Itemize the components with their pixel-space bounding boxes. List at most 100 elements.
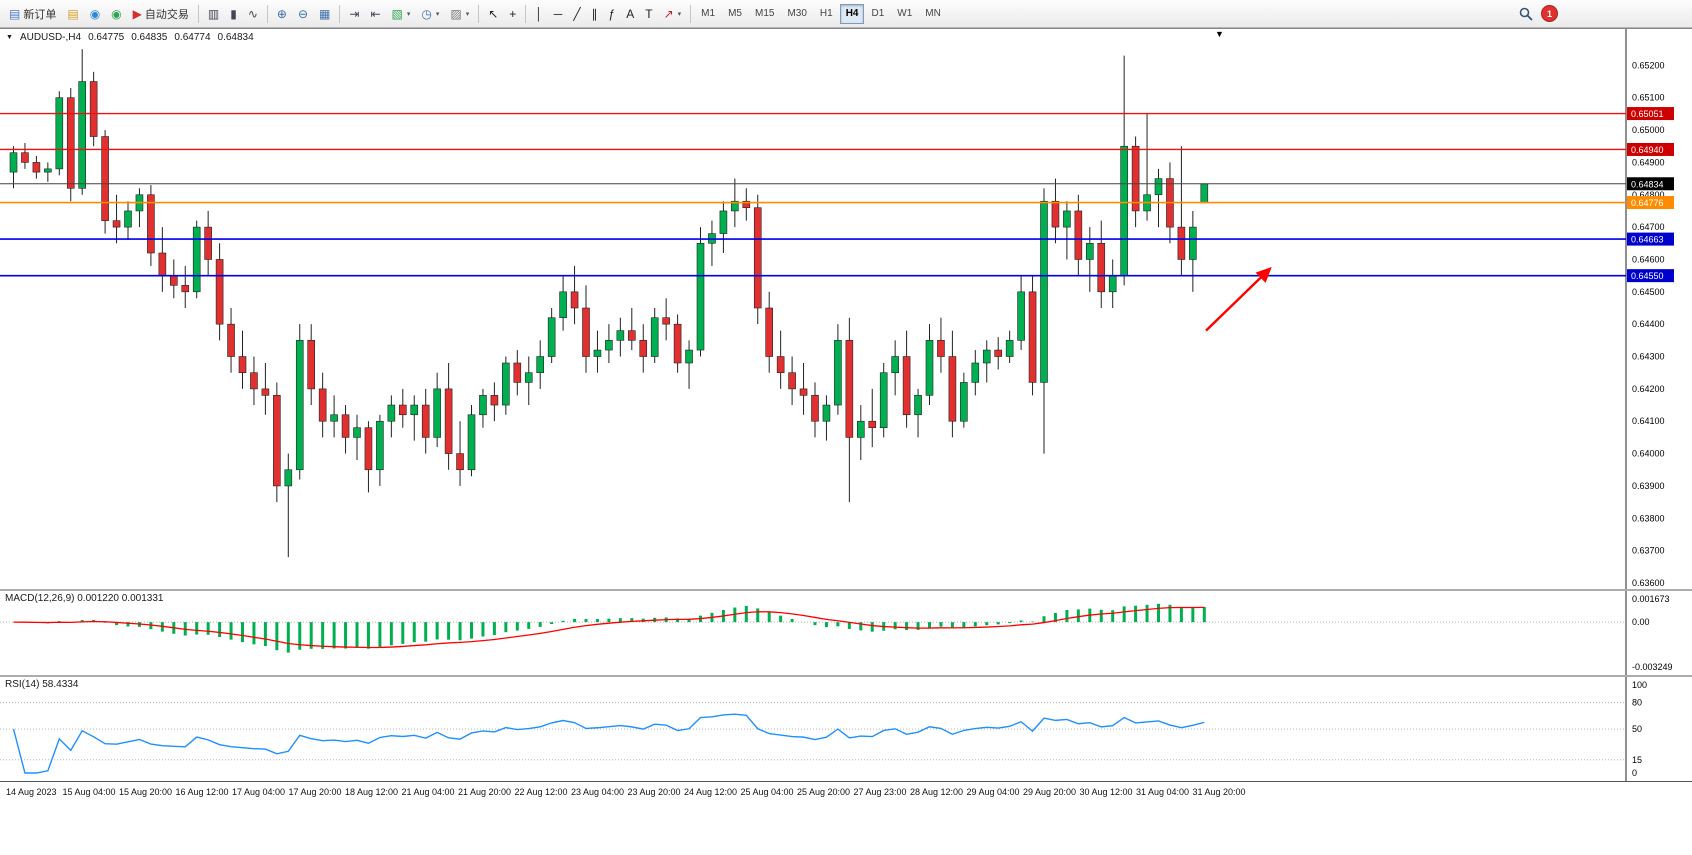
- text-label-button[interactable]: T: [640, 2, 657, 26]
- candle: [1063, 210, 1071, 228]
- arrows-button[interactable]: ↗ ▾: [659, 2, 687, 26]
- candlestick-chart-button[interactable]: ▮: [225, 2, 242, 26]
- new-order-button[interactable]: ▤ 新订单: [4, 2, 61, 26]
- candle: [89, 81, 98, 137]
- toolbar: ▤ 新订单 ▤ ◉ ◉ ▶ 自动交易 ▥ ▮ ∿ ⊕ ⊖ ▦ ⇥ ⇤ ▧ ▾ ◷ ▾ ▨ ▾ ↖ + │ ─ ╱ ∥ ƒ A T ↗ ▾ M1 M…: [0, 0, 1692, 28]
- dropdown-arrow-icon[interactable]: ▾: [435, 10, 440, 18]
- candle: [307, 340, 316, 390]
- macd-signal-line: [13, 606, 1205, 649]
- chart-header: ▼ AUDUSD-,H4 0.64775 0.64835 0.64774 0.6…: [6, 32, 254, 43]
- candle: [1108, 275, 1117, 293]
- candle: [192, 226, 201, 293]
- new-order-label: 新订单: [23, 8, 57, 21]
- candle: [398, 404, 407, 416]
- auto-scroll-button[interactable]: ⇥: [344, 2, 364, 26]
- timeframe-D1-button[interactable]: D1: [871, 8, 885, 19]
- search-icon[interactable]: [1519, 7, 1533, 21]
- macd-pane[interactable]: MACD(12,26,9) 0.001220 0.001331 0.001673…: [0, 589, 1692, 675]
- autotrading-play-icon: ▶: [132, 6, 142, 21]
- candle: [513, 362, 522, 383]
- candle: [971, 362, 980, 383]
- rsi-pane[interactable]: RSI(14) 58.4334 100 80 50 15 0: [0, 675, 1692, 781]
- time-axis-label: 17 Aug 04:00: [232, 787, 286, 797]
- candle: [147, 194, 155, 254]
- tile-windows-icon: ▦: [319, 6, 331, 21]
- dropdown-arrow-icon[interactable]: ▾: [465, 10, 470, 18]
- timeframe-H1-button[interactable]: H1: [819, 8, 833, 19]
- time-axis-label: 27 Aug 23:00: [853, 787, 907, 797]
- crosshair-button[interactable]: +: [504, 2, 521, 26]
- autotrading-button[interactable]: ▶ 自动交易: [128, 2, 194, 26]
- hline-0.65051-tag: [1627, 107, 1674, 121]
- rsi-label: RSI(14) 58.4334: [5, 679, 79, 690]
- new-chart-button[interactable]: ▧ ▾: [387, 2, 416, 26]
- candle: [1017, 291, 1025, 341]
- bar-chart-button[interactable]: ▥: [203, 2, 224, 26]
- market-watch-button[interactable]: ◉: [85, 2, 105, 26]
- timeframe-M1-button[interactable]: M1: [701, 8, 716, 19]
- cursor-icon: ↖: [488, 6, 499, 21]
- candle: [960, 382, 968, 422]
- periods-button[interactable]: ◷ ▾: [416, 2, 444, 26]
- tile-windows-button[interactable]: ▦: [314, 2, 335, 26]
- candle: [490, 395, 499, 406]
- candle: [650, 317, 659, 357]
- trendline-button[interactable]: ╱: [568, 2, 585, 26]
- text-button[interactable]: A: [621, 2, 639, 26]
- candles-layer[interactable]: [9, 49, 1209, 558]
- cursor-button[interactable]: ↖: [483, 2, 503, 26]
- chart-menu-icon[interactable]: ▼: [6, 34, 13, 41]
- timeframe-MN-button[interactable]: MN: [925, 8, 941, 19]
- vertical-line-button[interactable]: │: [530, 2, 548, 26]
- candle: [753, 207, 762, 309]
- charts-history-button[interactable]: ▤: [62, 2, 83, 26]
- time-axis-label: 23 Aug 20:00: [627, 787, 681, 797]
- chart-shift-button[interactable]: ⇤: [365, 2, 385, 26]
- price-pane[interactable]: ▼ AUDUSD-,H4 0.64775 0.64835 0.64774 0.6…: [0, 29, 1692, 589]
- macd-chart-canvas[interactable]: 0.001673 0.00 -0.003249: [0, 591, 1692, 675]
- chart-window[interactable]: ▼ AUDUSD-,H4 0.64775 0.64835 0.64774 0.6…: [0, 28, 1692, 804]
- text-icon: A: [626, 6, 635, 21]
- zoom-in-button[interactable]: ⊕: [272, 2, 292, 26]
- chart-shift-marker-icon[interactable]: ▼: [1215, 29, 1224, 39]
- timeframe-M30-button[interactable]: M30: [787, 8, 807, 19]
- timeframe-H4-button[interactable]: H4: [839, 3, 865, 24]
- green-circle-icon: ◉: [111, 6, 122, 21]
- line-chart-button[interactable]: ∿: [243, 2, 263, 26]
- hline-0.64550-tag: [1627, 269, 1674, 283]
- candle: [994, 349, 1003, 357]
- candle: [479, 395, 487, 416]
- community-button[interactable]: ◉: [106, 2, 126, 26]
- red-arrow-annotation[interactable]: [1205, 266, 1272, 332]
- horizontal-line-button[interactable]: ─: [549, 2, 568, 26]
- new-order-icon: ▤: [9, 6, 21, 21]
- rsi-axis-label: 15: [1632, 755, 1642, 765]
- dropdown-arrow-icon[interactable]: ▾: [677, 10, 682, 18]
- templates-button[interactable]: ▨ ▾: [445, 2, 474, 26]
- price-chart-canvas[interactable]: 0.652000.651000.650000.649000.648000.647…: [0, 29, 1692, 589]
- timeframe-M5-button[interactable]: M5: [728, 8, 742, 19]
- dropdown-arrow-icon[interactable]: ▾: [406, 10, 411, 18]
- timeframe-M15-button[interactable]: M15: [754, 8, 775, 19]
- candle: [1189, 226, 1197, 260]
- zoom-out-button[interactable]: ⊖: [293, 2, 313, 26]
- candle: [776, 356, 785, 374]
- candle: [273, 395, 281, 487]
- channel-button[interactable]: ∥: [587, 2, 603, 26]
- time-axis[interactable]: 14 Aug 2023 15 Aug 04:00 15 Aug 20:00 16 Au…: [0, 781, 1692, 804]
- time-axis-label: 25 Aug 04:00: [740, 787, 794, 797]
- timeframe-W1-button[interactable]: W1: [897, 8, 913, 19]
- candle: [788, 372, 796, 390]
- horizontal-line-icon: ─: [553, 6, 563, 21]
- candle: [32, 162, 41, 173]
- candle: [536, 356, 545, 374]
- time-axis-label: 29 Aug 04:00: [966, 787, 1020, 797]
- fibonacci-button[interactable]: ƒ: [604, 2, 621, 26]
- rsi-chart-canvas[interactable]: 100 80 50 15 0: [0, 677, 1692, 781]
- candle: [55, 97, 64, 170]
- time-axis-label: 29 Aug 20:00: [1023, 787, 1077, 797]
- notification-badge[interactable]: 1: [1541, 5, 1558, 22]
- candle: [444, 388, 453, 454]
- time-axis-label: 28 Aug 12:00: [910, 787, 964, 797]
- candle: [227, 323, 235, 357]
